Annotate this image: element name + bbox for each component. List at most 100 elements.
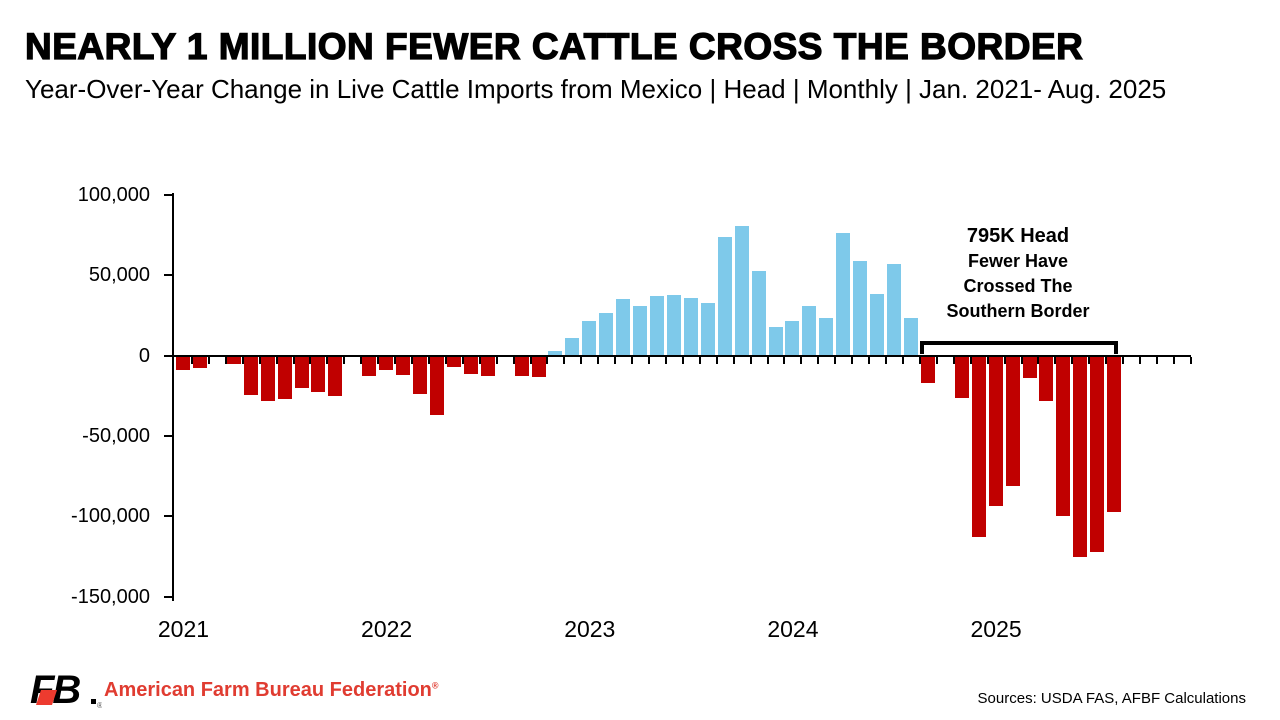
bar-sep-2023: [717, 237, 732, 356]
x-axis-month-tick: [207, 356, 210, 364]
bar-jun-2021: [260, 355, 275, 402]
x-axis-month-tick: [918, 356, 921, 364]
bar-feb-2025: [1005, 355, 1020, 486]
y-axis-tick: [164, 434, 172, 437]
x-axis-zero-line: [172, 354, 1191, 357]
x-axis-month-tick: [478, 356, 481, 364]
bar-may-2023: [650, 296, 665, 356]
x-axis-month-tick: [461, 356, 464, 364]
y-axis-tick-label: -150,000: [71, 585, 150, 608]
x-axis-month-tick: [766, 356, 769, 364]
x-axis-month-tick: [495, 356, 498, 364]
bar-jan-2025: [988, 355, 1003, 506]
bar-jul-2021: [277, 355, 292, 399]
bar-oct-2023: [734, 226, 749, 356]
x-axis-month-tick: [868, 356, 871, 364]
bar-apr-2024: [836, 233, 851, 356]
bar-aug-2023: [700, 303, 715, 356]
bar-dec-2023: [768, 327, 783, 356]
x-axis-month-tick: [377, 356, 380, 364]
x-axis-month-tick: [529, 356, 532, 364]
y-axis-tick-label: 0: [138, 344, 150, 367]
bar-nov-2024: [954, 355, 969, 399]
bar-may-2021: [243, 355, 258, 395]
x-axis-month-tick: [664, 356, 667, 364]
x-axis-month-tick: [800, 356, 803, 364]
x-axis-month-tick: [681, 356, 684, 364]
y-axis-tick-label: 100,000: [77, 183, 150, 206]
bar-apr-2025: [1039, 355, 1054, 402]
x-axis-month-tick: [648, 356, 651, 364]
bar-apr-2021: [226, 355, 241, 364]
annotation-line-3: Crossed The: [963, 276, 1073, 296]
sources-text: Sources: USDA FAS, AFBF Calculations: [977, 690, 1246, 707]
x-axis-month-tick: [1088, 356, 1091, 364]
x-axis-month-tick: [851, 356, 854, 364]
x-axis-month-tick: [292, 356, 295, 364]
x-axis-month-tick: [1020, 356, 1023, 364]
x-axis-month-tick: [631, 356, 634, 364]
annotation-line-2: Fewer Have: [967, 251, 1069, 271]
bar-aug-2025: [1107, 355, 1122, 513]
y-axis-tick: [164, 354, 172, 357]
y-axis-tick-label: 50,000: [88, 264, 150, 287]
x-axis-month-tick: [1122, 356, 1125, 364]
bar-aug-2024: [903, 317, 918, 356]
bar-oct-2021: [328, 355, 343, 396]
x-axis-month-tick: [512, 356, 515, 364]
x-axis-month-tick: [1071, 356, 1074, 364]
x-axis-month-tick: [1155, 356, 1158, 364]
bar-jan-2023: [582, 320, 597, 356]
bar-may-2024: [853, 261, 868, 356]
x-axis-month-tick: [563, 356, 566, 364]
x-axis-month-tick: [411, 356, 414, 364]
x-axis-year-label-2022: 2022: [361, 616, 413, 642]
bar-sep-2024: [920, 355, 935, 383]
chart-subtitle: Year-Over-Year Change in Live Cattle Imp…: [25, 74, 1167, 104]
bar-may-2022: [446, 355, 461, 367]
bar-jun-2025: [1073, 355, 1088, 557]
footer-brand-text: American Farm Bureau Federation®: [104, 679, 439, 702]
x-axis-month-tick: [986, 356, 989, 364]
x-axis-month-tick: [952, 356, 955, 364]
bar-may-2025: [1056, 355, 1071, 517]
bar-jan-2022: [379, 355, 394, 370]
x-axis-month-tick: [309, 356, 312, 364]
x-axis-month-tick: [715, 356, 718, 364]
x-axis-month-tick: [224, 356, 227, 364]
bar-sep-2022: [514, 355, 529, 376]
chart-title: NEARLY 1 MILLION FEWER CATTLE CROSS THE …: [24, 25, 1084, 67]
bar-jun-2024: [870, 293, 885, 356]
x-axis-month-tick: [749, 356, 752, 364]
bar-dec-2024: [971, 355, 986, 538]
x-axis-month-tick: [241, 356, 244, 364]
x-axis-month-tick: [817, 356, 820, 364]
annotation-line-4: Southern Border: [946, 301, 1090, 321]
x-axis-month-tick: [885, 356, 888, 364]
x-axis-month-tick: [614, 356, 617, 364]
x-axis-month-tick: [427, 356, 430, 364]
x-axis-year-label-2024: 2024: [767, 616, 819, 642]
x-axis-month-tick: [1139, 356, 1141, 364]
y-axis-tick: [164, 515, 172, 518]
x-axis-month-tick: [597, 356, 600, 364]
bar-jul-2022: [480, 355, 495, 377]
y-axis-tick: [164, 595, 172, 598]
x-axis-month-tick: [901, 356, 904, 364]
x-axis-month-tick: [546, 356, 549, 364]
bar-jul-2025: [1090, 355, 1105, 552]
x-axis-month-tick: [1105, 356, 1108, 364]
x-axis-month-tick: [360, 356, 363, 364]
x-axis-month-tick: [326, 356, 329, 364]
bar-jul-2024: [887, 263, 902, 356]
x-axis-month-tick: [1172, 356, 1175, 364]
bar-mar-2022: [413, 355, 428, 395]
x-axis-month-tick: [834, 356, 837, 364]
x-axis-month-tick: [1189, 356, 1192, 364]
x-axis-month-tick: [275, 356, 278, 364]
bar-mar-2024: [819, 317, 834, 356]
y-axis-tick: [164, 274, 172, 277]
y-axis-line: [172, 193, 174, 601]
bar-nov-2022: [548, 351, 563, 356]
bar-dec-2021: [362, 355, 377, 376]
